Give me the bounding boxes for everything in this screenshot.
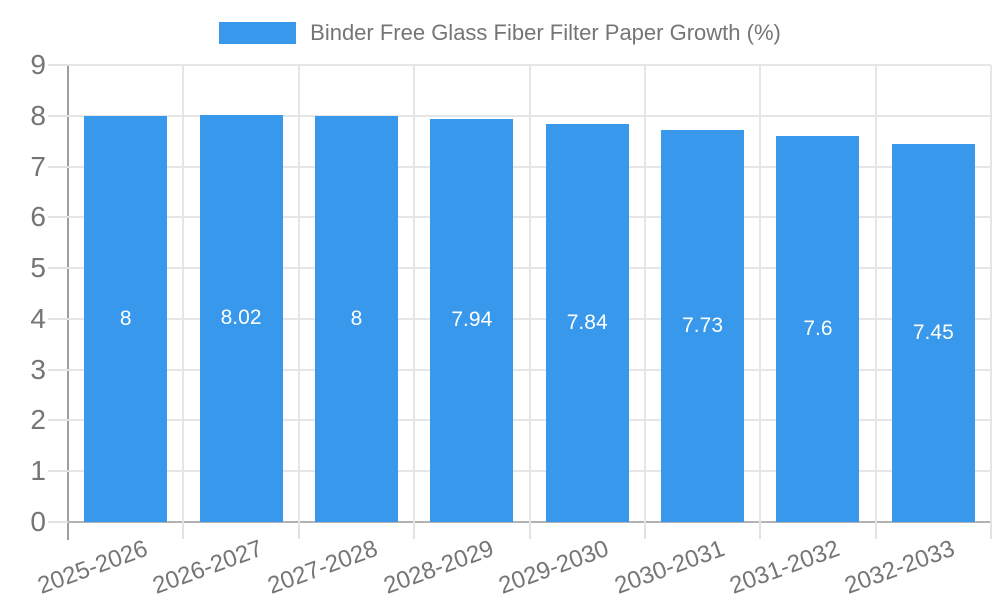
gridline-vertical [990, 65, 992, 522]
gridline-vertical [528, 65, 531, 522]
bar[interactable]: 7.73 [661, 129, 745, 522]
y-axis-tick [48, 114, 68, 117]
x-axis-tick [759, 522, 762, 539]
bar-value-label: 7.6 [803, 317, 833, 341]
y-axis-tick [48, 521, 68, 523]
y-axis-label: 9 [30, 49, 46, 80]
y-axis-tick [48, 165, 68, 168]
bar-value-label: 8 [119, 306, 132, 330]
x-axis-tick [643, 522, 646, 539]
gridline-vertical [297, 65, 300, 522]
bar[interactable]: 7.94 [430, 118, 514, 522]
y-axis-label: 5 [30, 252, 46, 284]
y-axis-tick [48, 64, 68, 66]
bar-value-label: 7.84 [566, 310, 608, 334]
y-axis-line [67, 64, 69, 540]
bar[interactable]: 7.84 [545, 123, 629, 522]
y-axis-label: 8 [30, 99, 46, 131]
y-axis-label: 3 [30, 353, 46, 385]
x-axis-tick [990, 522, 992, 539]
x-axis-tick [874, 522, 877, 539]
y-axis-label: 7 [30, 150, 46, 182]
bar-value-label: 7.73 [682, 313, 723, 337]
x-axis-tick [413, 522, 416, 539]
y-axis-label: 6 [30, 201, 46, 233]
gridline-vertical [413, 65, 416, 522]
bar-value-label: 8 [350, 306, 363, 330]
legend-swatch [219, 22, 297, 44]
chart-legend: Binder Free Glass Fiber Filter Paper Gro… [0, 20, 1000, 46]
y-axis-tick [48, 470, 68, 473]
bar[interactable]: 7.6 [776, 136, 860, 522]
bar[interactable]: 8.02 [199, 114, 283, 522]
bar[interactable]: 7.45 [891, 143, 975, 522]
y-axis-tick [48, 368, 68, 371]
y-axis-tick [48, 216, 68, 219]
gridline-vertical [643, 65, 646, 522]
y-axis-tick [48, 317, 68, 320]
bar-value-label: 8.02 [220, 306, 262, 330]
gridline-vertical [759, 65, 762, 522]
plot-area: 8 8.02 8 7.94 7.84 7.73 7.6 7.45 [68, 64, 992, 523]
bar-value-label: 7.45 [912, 320, 954, 344]
x-axis-tick [528, 522, 531, 539]
x-axis-tick [297, 522, 300, 539]
legend-label: Binder Free Glass Fiber Filter Paper Gro… [310, 20, 781, 45]
y-axis-label: 2 [30, 404, 46, 436]
y-axis-label: 1 [30, 455, 46, 487]
y-axis-tick [48, 267, 68, 270]
bar[interactable]: 8 [314, 115, 398, 522]
y-axis-label: 0 [30, 506, 46, 537]
y-axis-label: 4 [30, 302, 46, 334]
gridline-vertical [874, 65, 877, 522]
y-axis-tick [48, 419, 68, 422]
x-axis-tick [182, 522, 185, 539]
bar[interactable]: 8 [84, 115, 168, 522]
gridline-vertical [182, 65, 185, 522]
bar-value-label: 7.94 [451, 308, 493, 332]
